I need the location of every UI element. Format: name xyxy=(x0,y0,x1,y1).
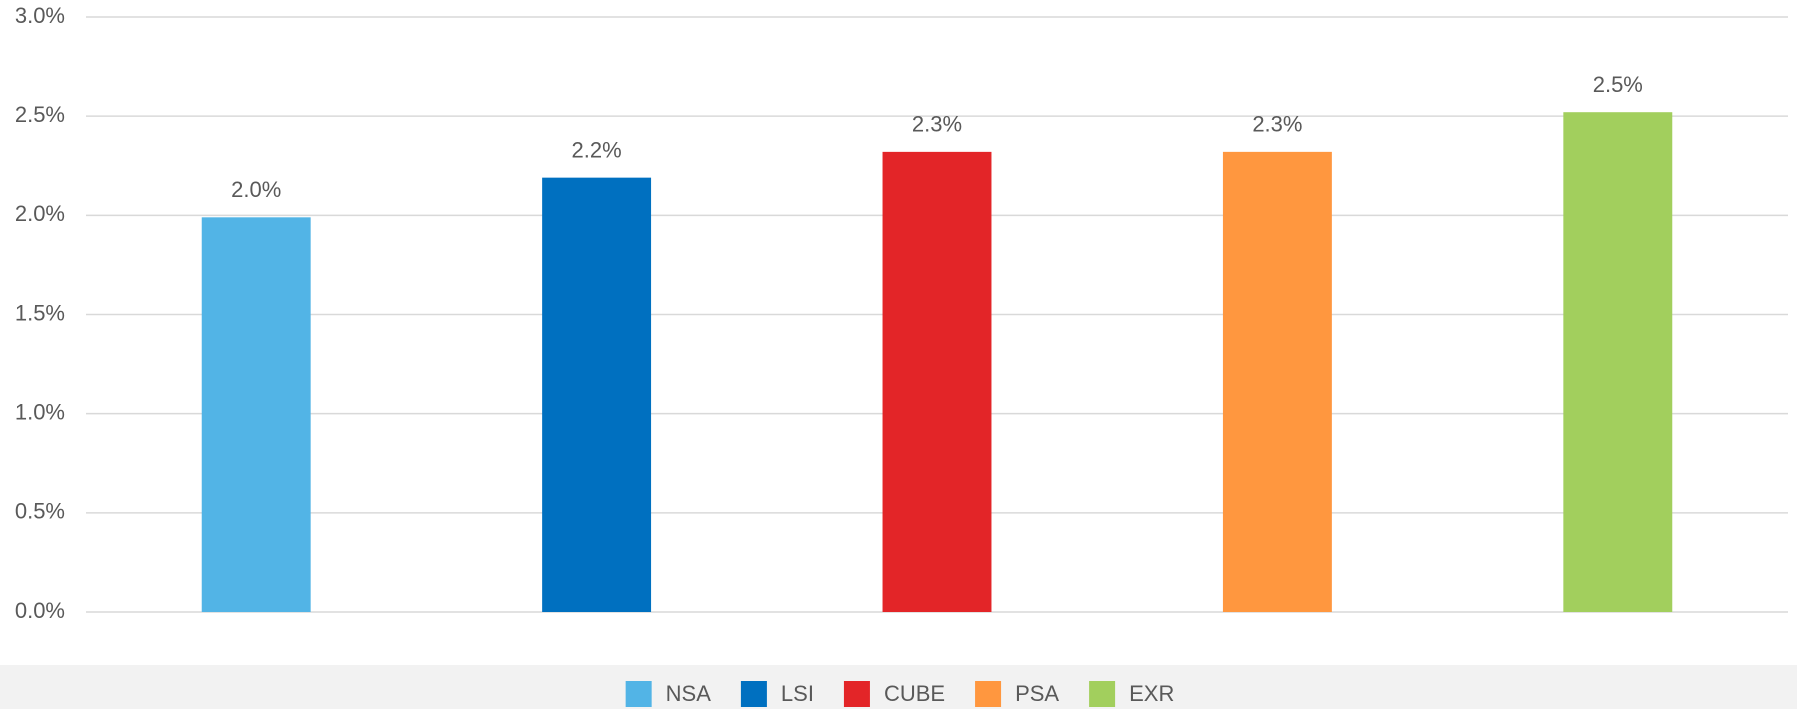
legend-swatch xyxy=(843,681,870,707)
data-label: 2.2% xyxy=(572,137,622,162)
bar xyxy=(201,217,311,613)
y-tick-label: 0.0% xyxy=(15,598,65,623)
legend-label: CUBE xyxy=(884,681,945,706)
bar xyxy=(1563,112,1673,612)
bar xyxy=(882,151,992,612)
legend-swatch xyxy=(1089,681,1116,707)
bar xyxy=(542,177,652,612)
data-label: 2.3% xyxy=(1252,112,1302,137)
legend-swatch xyxy=(625,681,652,707)
y-tick-label: 3.0% xyxy=(15,3,65,28)
y-tick-label: 0.5% xyxy=(15,499,65,524)
y-tick-label: 2.5% xyxy=(15,102,65,127)
legend-label: EXR xyxy=(1129,681,1174,706)
bar xyxy=(1222,151,1332,612)
legend-label: NSA xyxy=(666,681,712,706)
y-tick-label: 1.5% xyxy=(15,300,65,325)
y-tick-label: 1.0% xyxy=(15,399,65,424)
data-label: 2.5% xyxy=(1593,72,1643,97)
y-tick-label: 2.0% xyxy=(15,201,65,226)
legend-label: LSI xyxy=(781,681,814,706)
legend-background xyxy=(0,665,1797,709)
legend-swatch xyxy=(740,681,767,707)
legend-label: PSA xyxy=(1015,681,1059,706)
data-label: 2.3% xyxy=(912,112,962,137)
data-label: 2.0% xyxy=(231,177,281,202)
legend-swatch xyxy=(975,681,1002,707)
